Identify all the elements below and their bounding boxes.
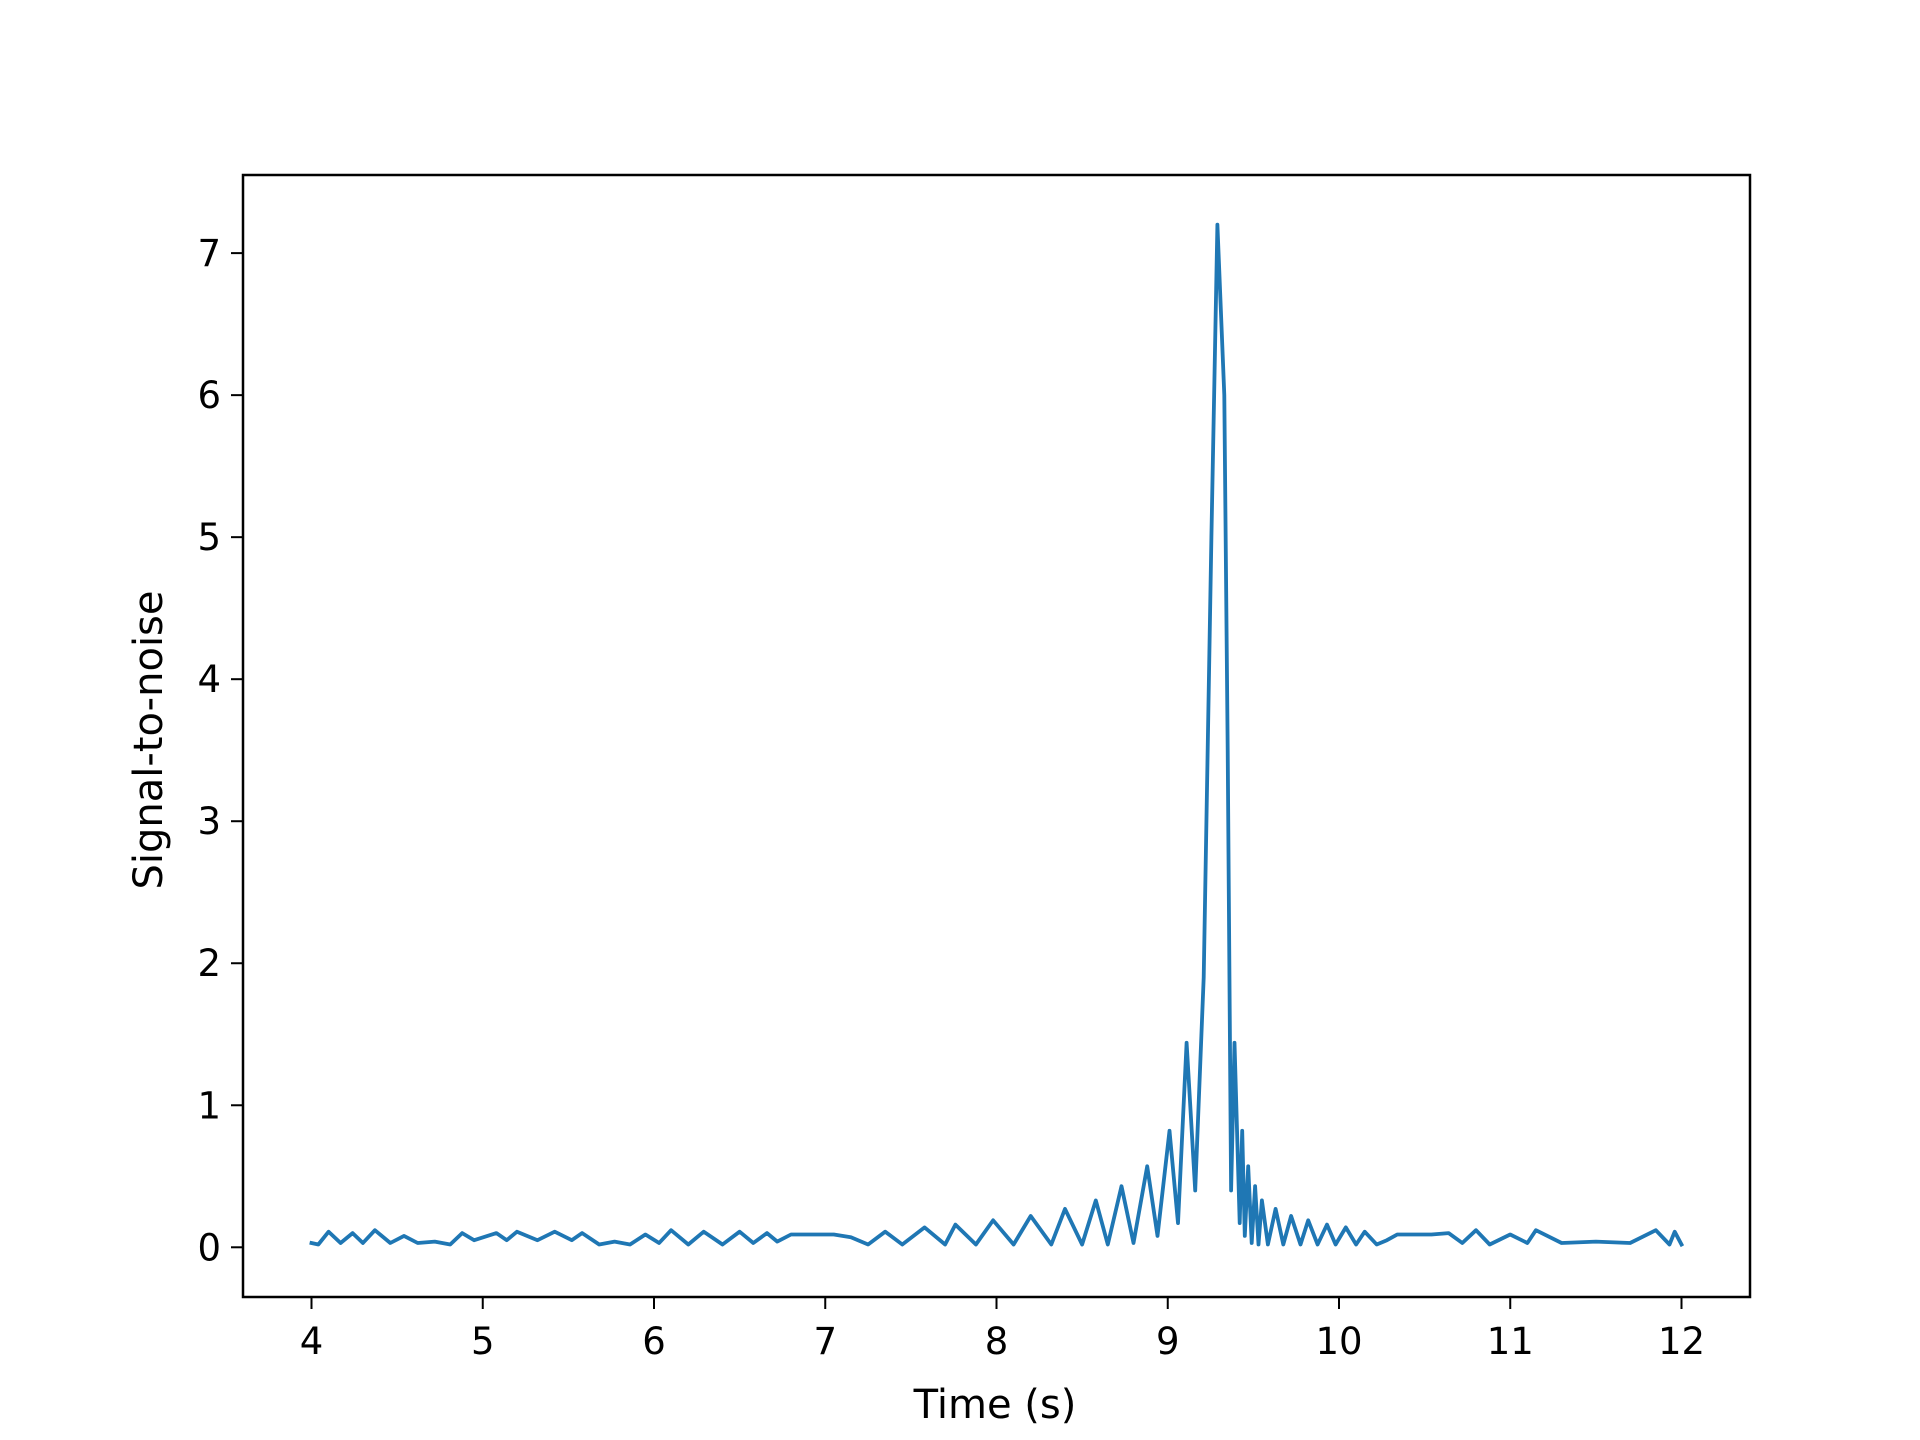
x-tick-label: 5 — [471, 1320, 495, 1363]
y-tick-label: 1 — [197, 1084, 221, 1127]
x-tick-label: 4 — [300, 1320, 324, 1363]
x-tick-label: 9 — [1156, 1320, 1180, 1363]
x-tick-label: 8 — [985, 1320, 1009, 1363]
plot-area — [309, 222, 1685, 1248]
x-tick-label: 7 — [813, 1320, 837, 1363]
x-tick-label: 10 — [1315, 1320, 1362, 1363]
y-tick-label: 4 — [197, 658, 221, 701]
y-tick-label: 5 — [197, 516, 221, 559]
y-tick-label: 6 — [197, 374, 221, 417]
x-axis: 4 5 6 7 8 9 10 11 12 — [300, 1297, 1705, 1363]
y-tick-label: 3 — [197, 800, 221, 843]
y-axis: 0 1 2 3 4 5 6 7 — [197, 232, 243, 1269]
x-tick-label: 6 — [642, 1320, 666, 1363]
y-tick-label: 7 — [197, 232, 221, 275]
x-tick-label: 11 — [1487, 1320, 1534, 1363]
y-axis-label: Signal-to-noise — [126, 590, 172, 889]
axes-frame — [241, 173, 1752, 1299]
x-tick-label: 12 — [1658, 1320, 1705, 1363]
x-axis-label: Time (s) — [913, 1382, 1077, 1428]
y-tick-label: 0 — [197, 1226, 221, 1269]
series-line-1 — [309, 222, 1685, 1248]
y-tick-label: 2 — [197, 942, 221, 985]
